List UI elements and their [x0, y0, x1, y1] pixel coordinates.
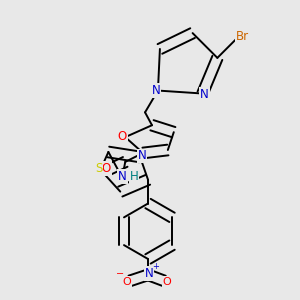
Text: S: S	[95, 162, 102, 175]
Text: −: −	[116, 269, 124, 279]
Text: O: O	[123, 277, 132, 287]
Text: O: O	[163, 277, 171, 287]
Text: N: N	[118, 170, 127, 183]
Text: N: N	[152, 84, 160, 97]
Text: +: +	[152, 262, 159, 272]
Text: O: O	[102, 162, 111, 175]
Text: O: O	[118, 130, 127, 142]
Text: N: N	[138, 149, 146, 162]
Text: N: N	[145, 267, 153, 280]
Text: Br: Br	[236, 30, 249, 43]
Text: H: H	[130, 170, 139, 183]
Text: N: N	[200, 88, 209, 101]
